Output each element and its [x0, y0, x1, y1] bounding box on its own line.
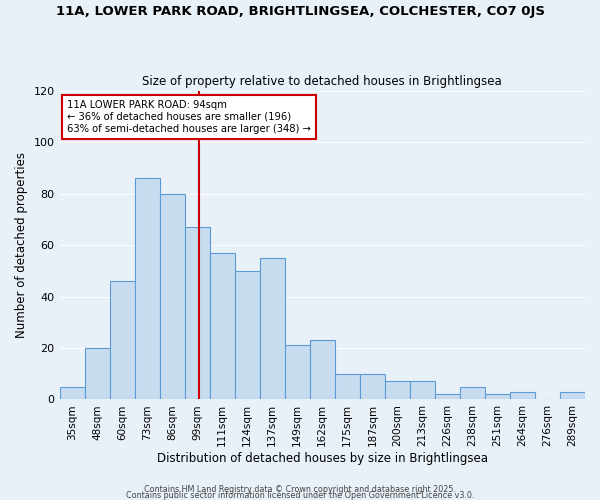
Bar — [435, 394, 460, 400]
Bar — [160, 194, 185, 400]
Bar — [485, 394, 510, 400]
Bar — [260, 258, 285, 400]
Bar — [59, 386, 85, 400]
Text: Contains HM Land Registry data © Crown copyright and database right 2025.: Contains HM Land Registry data © Crown c… — [144, 484, 456, 494]
Bar — [510, 392, 535, 400]
Bar — [110, 281, 134, 400]
Bar — [385, 382, 410, 400]
Bar — [560, 392, 585, 400]
Title: Size of property relative to detached houses in Brightlingsea: Size of property relative to detached ho… — [142, 76, 502, 88]
Text: 11A, LOWER PARK ROAD, BRIGHTLINGSEA, COLCHESTER, CO7 0JS: 11A, LOWER PARK ROAD, BRIGHTLINGSEA, COL… — [56, 5, 545, 18]
Bar — [460, 386, 485, 400]
Bar — [310, 340, 335, 400]
Bar — [85, 348, 110, 400]
Bar — [134, 178, 160, 400]
Bar — [185, 228, 209, 400]
Bar — [410, 382, 435, 400]
Y-axis label: Number of detached properties: Number of detached properties — [15, 152, 28, 338]
Bar — [235, 271, 260, 400]
Text: 11A LOWER PARK ROAD: 94sqm
← 36% of detached houses are smaller (196)
63% of sem: 11A LOWER PARK ROAD: 94sqm ← 36% of deta… — [67, 100, 311, 134]
Bar — [209, 253, 235, 400]
X-axis label: Distribution of detached houses by size in Brightlingsea: Distribution of detached houses by size … — [157, 452, 488, 465]
Bar — [335, 374, 360, 400]
Text: Contains public sector information licensed under the Open Government Licence v3: Contains public sector information licen… — [126, 490, 474, 500]
Bar — [360, 374, 385, 400]
Bar — [285, 346, 310, 400]
